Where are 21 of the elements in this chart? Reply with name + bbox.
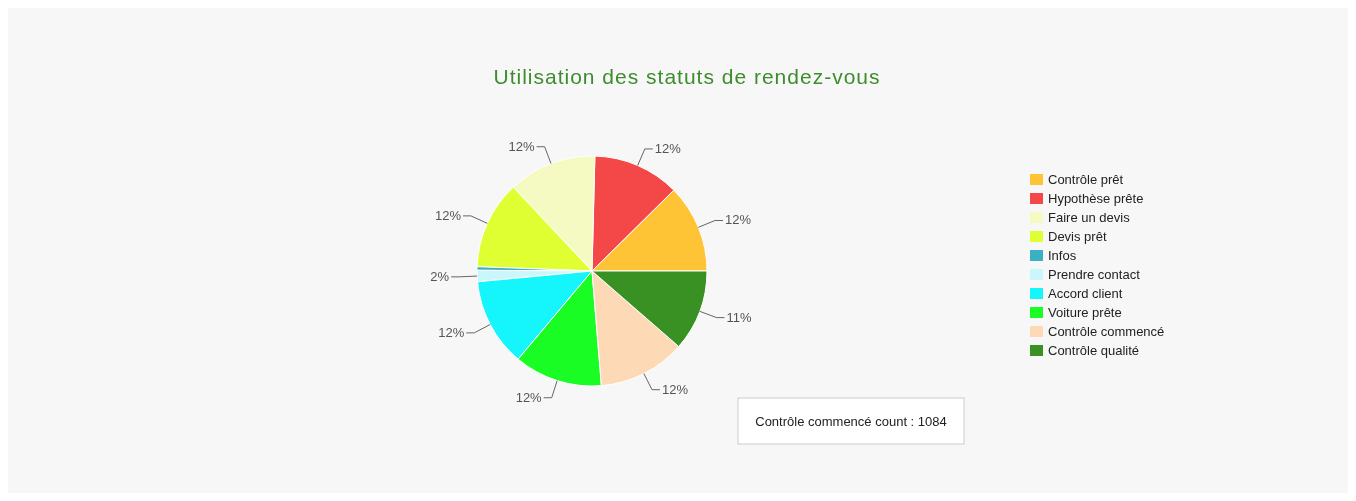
data-label: 2% (430, 268, 450, 284)
legend-label: Contrôle prêt (1048, 172, 1124, 187)
legend-label: Devis prêt (1048, 229, 1107, 244)
data-label: 12% (508, 138, 536, 154)
legend-label: Contrôle qualité (1048, 343, 1140, 358)
data-label: 12% (662, 381, 689, 397)
legend-label: Accord client (1048, 286, 1123, 301)
data-label: 11% (726, 309, 753, 325)
data-label: 12% (725, 212, 752, 228)
data-label: 12% (654, 140, 682, 156)
legend-label: Faire un devis (1048, 210, 1131, 225)
legend-label: Hypothèse prête (1048, 191, 1144, 206)
legend-label: Infos (1048, 248, 1077, 263)
legend-label: Voiture prête (1048, 305, 1122, 320)
data-label: 12% (515, 389, 543, 405)
data-label: 12% (434, 207, 462, 223)
text: Contrôle commencé count : 1084 (755, 414, 947, 429)
legend-label: Contrôle commencé (1048, 324, 1165, 339)
data-label: 12% (438, 324, 465, 340)
chart-title: Utilisation des statuts de rendez-vous (493, 65, 881, 88)
legend-label: Prendre contact (1048, 267, 1141, 282)
